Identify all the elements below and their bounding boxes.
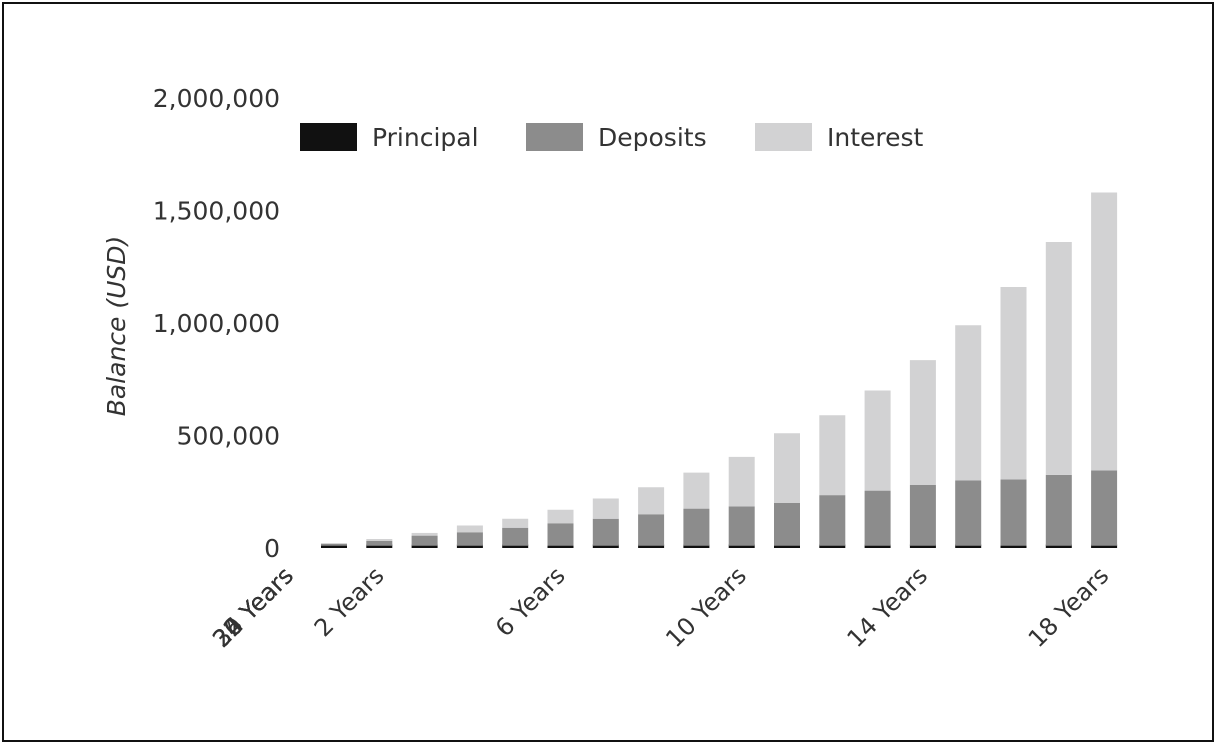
bar-deposits xyxy=(909,485,936,546)
x-tick-label: 6 Years xyxy=(490,561,571,642)
bar-interest xyxy=(638,487,665,515)
bar-principal xyxy=(774,544,800,548)
bar-interest xyxy=(411,532,438,536)
x-axis: 2 Years 6 Years 10 Years 14 Years 18 Years22… xyxy=(207,561,1114,653)
bar-deposits xyxy=(955,480,982,546)
bar-deposits xyxy=(728,506,755,546)
bar-principal xyxy=(638,544,665,548)
x-tick-label: 10 Years xyxy=(660,561,752,653)
bar-principal xyxy=(321,544,347,548)
bar-deposits xyxy=(502,527,529,546)
y-tick-label: 500,000 xyxy=(177,422,280,451)
bar-deposits xyxy=(411,535,438,546)
x-tick-label: 34 Years xyxy=(207,561,299,653)
legend-label-principal: Principal xyxy=(372,123,479,152)
bar-interest xyxy=(864,390,891,491)
bar-deposits xyxy=(547,523,574,546)
bars xyxy=(321,192,1118,548)
legend: Principal Deposits Interest xyxy=(300,123,924,152)
y-tick-label: 1,000,000 xyxy=(153,309,280,338)
bar-interest xyxy=(909,360,936,485)
bar-deposits xyxy=(1000,479,1027,546)
bar-principal xyxy=(592,544,619,548)
bar-principal xyxy=(955,544,982,548)
legend-swatch-deposits xyxy=(526,123,583,151)
bar-principal xyxy=(1045,544,1072,548)
bar-deposits xyxy=(683,508,710,546)
legend-label-interest: Interest xyxy=(827,123,924,152)
bar-interest xyxy=(366,539,393,541)
bar-principal xyxy=(411,544,438,548)
bar-principal xyxy=(366,544,393,548)
bar-interest xyxy=(955,325,982,481)
y-tick-label: 0 xyxy=(264,534,280,563)
bar-deposits xyxy=(819,495,846,546)
bar-deposits xyxy=(1091,470,1118,546)
y-axis-title: Balance (USD) xyxy=(102,236,131,417)
bar-interest xyxy=(1000,287,1027,480)
bar-interest xyxy=(1045,242,1072,475)
bar-principal xyxy=(864,544,891,548)
bar-principal xyxy=(819,544,846,548)
y-axis: 0 500,000 1,000,000 1,500,000 2,000,000 xyxy=(153,84,280,563)
x-tick-label: 14 Years xyxy=(842,561,934,653)
bar-interest xyxy=(321,543,347,544)
bar-principal xyxy=(1000,544,1027,548)
bar-deposits xyxy=(592,518,619,546)
legend-swatch-interest xyxy=(755,123,812,151)
bar-principal xyxy=(728,544,755,548)
bar-interest xyxy=(456,525,483,533)
y-tick-label: 2,000,000 xyxy=(153,84,280,113)
bar-deposits xyxy=(321,543,347,546)
bar-principal xyxy=(456,544,483,548)
legend-label-deposits: Deposits xyxy=(598,123,707,152)
bar-deposits xyxy=(774,503,800,546)
bar-interest xyxy=(819,415,846,496)
bar-interest xyxy=(1091,192,1118,471)
bar-deposits xyxy=(1045,474,1072,546)
bar-interest xyxy=(683,472,710,509)
x-tick-label: 2 Years xyxy=(309,561,390,642)
bar-principal xyxy=(547,544,574,548)
chart: 0 500,000 1,000,000 1,500,000 2,000,000 Bala… xyxy=(102,84,1118,653)
x-tick-label: 18 Years xyxy=(1023,561,1115,653)
bar-interest xyxy=(547,509,574,524)
bar-interest xyxy=(592,498,619,519)
bar-principal xyxy=(683,544,710,548)
bar-deposits xyxy=(638,514,665,546)
bar-principal xyxy=(502,544,529,548)
bar-deposits xyxy=(366,540,393,546)
bar-deposits xyxy=(456,532,483,546)
y-tick-label: 1,500,000 xyxy=(153,197,280,226)
bar-deposits xyxy=(864,490,891,546)
bar-principal xyxy=(1091,544,1118,548)
bar-interest xyxy=(502,518,529,528)
legend-swatch-principal xyxy=(300,123,357,151)
bar-interest xyxy=(774,433,800,503)
bar-interest xyxy=(728,456,755,507)
bar-principal xyxy=(909,544,936,548)
